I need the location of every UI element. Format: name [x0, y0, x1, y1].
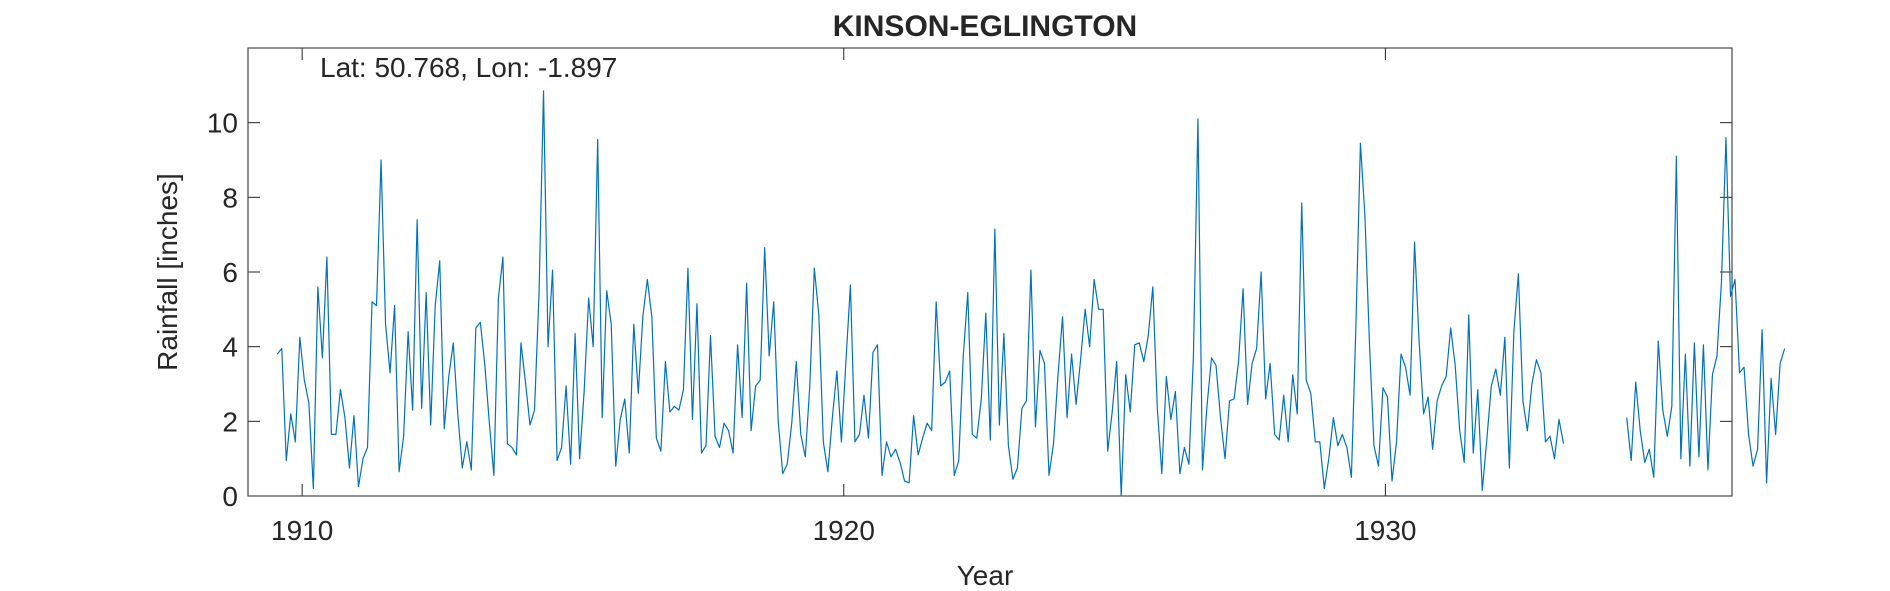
y-tick-label: 6 — [222, 257, 238, 288]
y-tick-label: 10 — [207, 108, 238, 139]
x-tick-label: 1910 — [271, 515, 333, 546]
y-tick-label: 8 — [222, 182, 238, 213]
x-axis: 1910 1920 1930 — [271, 48, 1417, 546]
y-tick-label: 2 — [222, 406, 238, 437]
y-tick-label: 0 — [222, 481, 238, 512]
y-axis-label: Rainfall [inches] — [152, 173, 183, 371]
y-tick-label: 4 — [222, 332, 238, 363]
y-axis: 0 2 4 6 8 10 — [207, 108, 1732, 512]
x-tick-label: 1930 — [1354, 515, 1416, 546]
rainfall-series-line — [276, 90, 1786, 497]
location-annotation: Lat: 50.768, Lon: -1.897 — [320, 52, 617, 83]
chart-title: KINSON-EGLINGTON — [833, 10, 1137, 43]
x-tick-label: 1920 — [813, 515, 875, 546]
x-axis-label: Year — [957, 560, 1014, 591]
